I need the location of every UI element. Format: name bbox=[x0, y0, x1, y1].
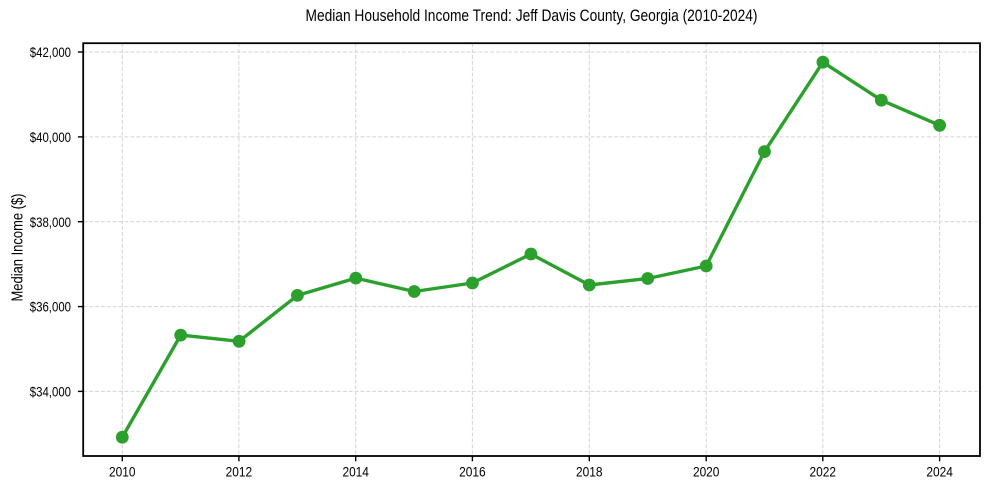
svg-text:2014: 2014 bbox=[342, 464, 369, 480]
svg-text:$42,000: $42,000 bbox=[30, 44, 71, 60]
svg-text:$40,000: $40,000 bbox=[30, 129, 71, 145]
svg-text:$36,000: $36,000 bbox=[30, 299, 71, 315]
svg-text:2012: 2012 bbox=[226, 464, 253, 480]
svg-text:2010: 2010 bbox=[109, 464, 136, 480]
svg-text:Median Income ($): Median Income ($) bbox=[10, 194, 27, 302]
svg-text:2016: 2016 bbox=[459, 464, 486, 480]
svg-text:2024: 2024 bbox=[926, 464, 953, 480]
svg-text:$38,000: $38,000 bbox=[30, 214, 71, 230]
svg-text:Median Household Income Trend:: Median Household Income Trend: Jeff Davi… bbox=[306, 6, 758, 25]
svg-text:2022: 2022 bbox=[810, 464, 837, 480]
svg-text:2018: 2018 bbox=[576, 464, 603, 480]
svg-text:$34,000: $34,000 bbox=[30, 384, 71, 400]
svg-text:2020: 2020 bbox=[693, 464, 720, 480]
